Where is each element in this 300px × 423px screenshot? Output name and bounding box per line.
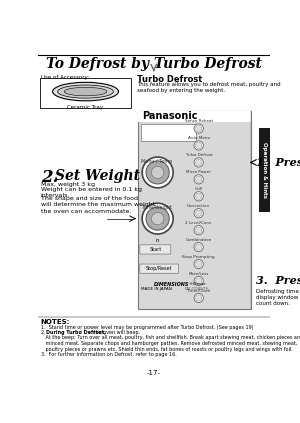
Text: n: n <box>156 238 159 243</box>
Text: Turbo Defrost: Turbo Defrost <box>137 75 202 85</box>
Circle shape <box>196 126 202 132</box>
Circle shape <box>142 157 173 188</box>
Text: 3.  For further information on Defrost, refer to page 16.: 3. For further information on Defrost, r… <box>40 352 176 357</box>
Text: NOTES:: NOTES: <box>40 319 70 325</box>
Circle shape <box>194 225 203 235</box>
Circle shape <box>196 244 202 250</box>
Text: 1.  Stand time or power level may be programmed after Turbo Defrost. (See pages : 1. Stand time or power level may be prog… <box>40 325 253 330</box>
Text: Micro Power: Micro Power <box>186 170 211 174</box>
Text: 2 Level/Conv: 2 Level/Conv <box>185 221 212 225</box>
Text: NN-CD897S: NN-CD897S <box>185 288 209 291</box>
Circle shape <box>194 209 203 218</box>
Text: Keep Prompting: Keep Prompting <box>182 255 215 258</box>
Circle shape <box>196 210 202 216</box>
Circle shape <box>152 166 164 179</box>
Text: Defrosting time appears in the
display window and begins to
count down.: Defrosting time appears in the display w… <box>256 288 300 306</box>
Text: Operation & Hints: Operation & Hints <box>262 142 267 198</box>
Bar <box>40 79 131 108</box>
Text: 1.  Press: 1. Press <box>256 157 300 168</box>
Text: Max. weight 3 kg: Max. weight 3 kg <box>40 182 94 187</box>
Text: To Defrost by Turbo Defrost: To Defrost by Turbo Defrost <box>46 57 262 71</box>
Circle shape <box>196 278 202 284</box>
Ellipse shape <box>58 85 113 98</box>
Text: Ceramic Tray: Ceramic Tray <box>68 104 104 110</box>
Text: Time/Weight: Time/Weight <box>141 205 172 210</box>
Circle shape <box>146 207 169 230</box>
Circle shape <box>152 212 164 225</box>
Circle shape <box>194 175 203 184</box>
Circle shape <box>142 203 173 234</box>
Circle shape <box>194 293 203 302</box>
Text: Glasse: Glasse <box>193 282 206 286</box>
Bar <box>138 111 250 310</box>
Text: Timer/Clock: Timer/Clock <box>187 288 211 293</box>
Text: Weight can be entered in 0.1 kg
intervals.: Weight can be entered in 0.1 kg interval… <box>40 187 142 198</box>
Ellipse shape <box>64 87 107 96</box>
Circle shape <box>194 192 203 201</box>
Circle shape <box>196 176 202 182</box>
Text: Set Weight: Set Weight <box>55 169 140 183</box>
Bar <box>141 124 196 141</box>
Text: Combination: Combination <box>186 238 212 242</box>
Text: This feature allows you to defrost meat, poultry and
seafood by entering the wei: This feature allows you to defrost meat,… <box>137 82 280 93</box>
Text: Start: Start <box>149 247 161 252</box>
Text: 2.: 2. <box>40 330 47 335</box>
Text: Auto Menu: Auto Menu <box>188 136 210 140</box>
Text: Panasonic: Panasonic <box>142 111 198 121</box>
Circle shape <box>194 276 203 286</box>
Circle shape <box>196 193 202 199</box>
Circle shape <box>194 141 203 150</box>
Text: At the beep: Turn over all meat, poultry, fish and shellfish. Break apart stewin: At the beep: Turn over all meat, poultry… <box>40 335 300 352</box>
Circle shape <box>194 124 203 133</box>
Text: the oven will beep.: the oven will beep. <box>92 330 140 335</box>
Text: Menu / Temp: Menu / Temp <box>141 159 172 164</box>
Text: Use of Accessory:: Use of Accessory: <box>40 75 89 80</box>
Bar <box>259 128 270 212</box>
Text: MADE IN JAPAN: MADE IN JAPAN <box>141 288 171 291</box>
Text: DIMENSIONS: DIMENSIONS <box>154 282 189 286</box>
FancyBboxPatch shape <box>140 245 171 254</box>
Text: Convection: Convection <box>187 204 210 208</box>
Text: More/Less: More/Less <box>188 272 209 276</box>
Circle shape <box>194 242 203 252</box>
Circle shape <box>146 161 169 184</box>
Text: Sense Reheat: Sense Reheat <box>184 119 213 123</box>
Circle shape <box>194 259 203 269</box>
Circle shape <box>196 159 202 165</box>
Circle shape <box>196 143 202 148</box>
Text: 2.: 2. <box>40 169 58 186</box>
Ellipse shape <box>52 82 119 101</box>
Circle shape <box>196 227 202 233</box>
Text: ®: ® <box>189 282 193 286</box>
Circle shape <box>194 158 203 167</box>
FancyBboxPatch shape <box>140 264 178 273</box>
Circle shape <box>196 261 202 267</box>
Text: During Turbo Defrost,: During Turbo Defrost, <box>46 330 106 335</box>
Text: Stop/Reset: Stop/Reset <box>146 266 172 271</box>
Text: The shape and size of the food
will determine the maximum weight
the oven can ac: The shape and size of the food will dete… <box>40 196 155 214</box>
Text: Turbo Defrost: Turbo Defrost <box>185 153 212 157</box>
Text: 3.  Press: 3. Press <box>256 275 300 286</box>
Bar <box>138 111 250 122</box>
Text: Grill: Grill <box>194 187 203 191</box>
Circle shape <box>196 295 202 301</box>
Text: -17-: -17- <box>147 370 161 376</box>
